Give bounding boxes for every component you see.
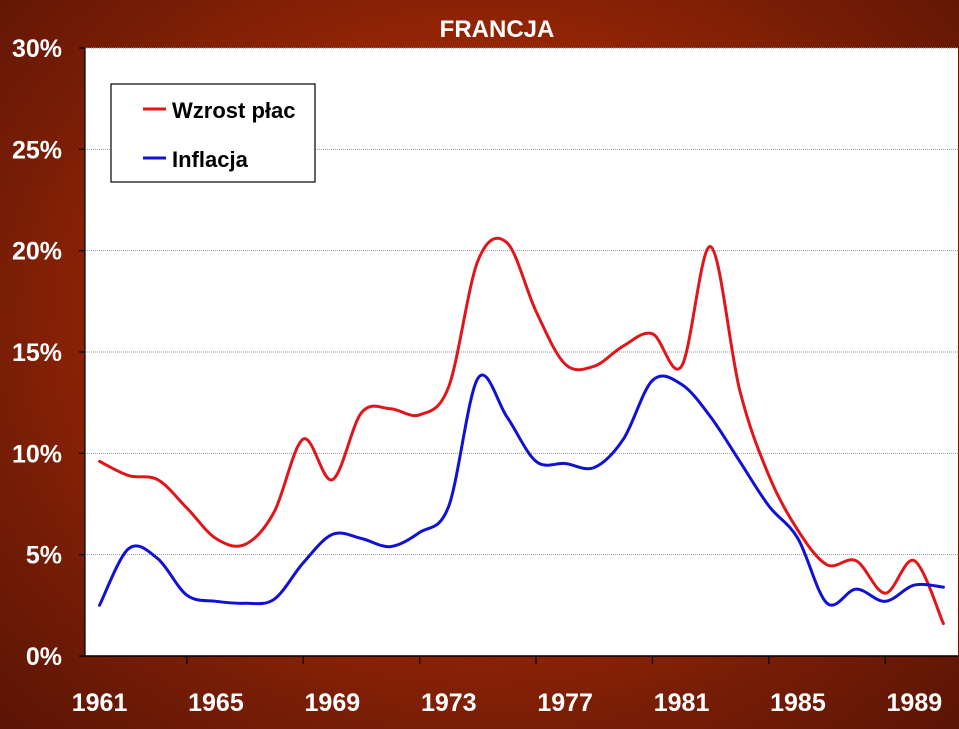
x-tick-label: 1973 — [421, 689, 477, 717]
series-line-1 — [98, 373, 945, 607]
legend: Wzrost płac Inflacja — [110, 83, 316, 183]
y-tick-label: 30% — [12, 35, 62, 63]
x-tick-label: 1961 — [72, 689, 128, 717]
x-tick-label: 1965 — [188, 689, 244, 717]
y-tick-labels: 0% 5% 10% 15% 20% 25% 30% — [12, 35, 62, 671]
legend-box — [110, 83, 316, 183]
y-tick-label: 25% — [12, 136, 62, 164]
y-tick-label: 15% — [12, 339, 62, 367]
legend-label: Inflacja — [172, 147, 249, 172]
grid-lines — [85, 47, 958, 556]
x-tick-label: 1985 — [770, 689, 826, 717]
x-tick-label: 1969 — [305, 689, 361, 717]
x-tick-labels: 1961 1965 1969 1973 1977 1981 1985 1989 — [72, 689, 942, 717]
x-tick-label: 1981 — [654, 689, 710, 717]
x-tick-label: 1989 — [887, 689, 943, 717]
legend-label: Wzrost płac — [172, 98, 295, 123]
series-lines — [98, 236, 945, 626]
y-tick-label: 10% — [12, 440, 62, 468]
x-tick-label: 1977 — [537, 689, 593, 717]
y-tick-label: 20% — [12, 238, 62, 266]
chart-title: FRANCJA — [440, 16, 555, 43]
y-tick-label: 0% — [26, 643, 62, 671]
y-tick-label: 5% — [26, 542, 62, 570]
axes — [79, 47, 958, 664]
series-line-0 — [98, 236, 945, 626]
